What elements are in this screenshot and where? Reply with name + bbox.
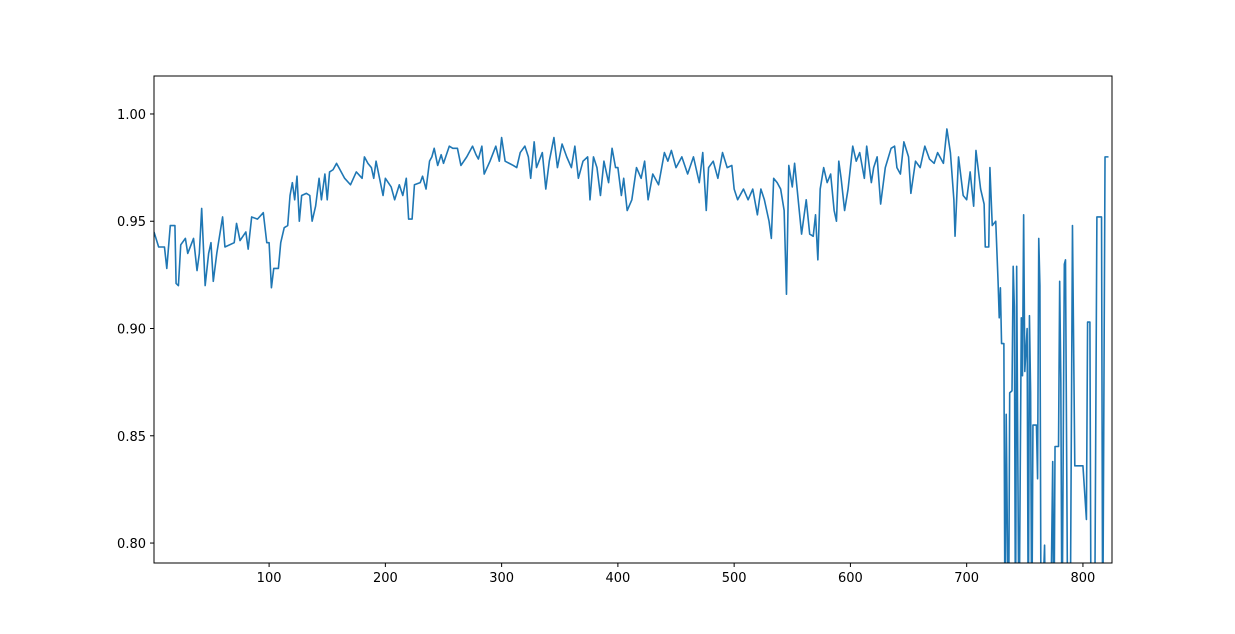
- data-line: [154, 128, 1109, 563]
- y-tick-label: 1.00: [117, 108, 146, 123]
- x-tick-label: 700: [954, 571, 979, 586]
- y-tick-label: 0.95: [117, 215, 146, 230]
- x-tick-label: 300: [489, 571, 514, 586]
- x-tick-label: 200: [373, 571, 398, 586]
- x-tick-label: 500: [722, 571, 747, 586]
- x-tick-label: 800: [1071, 571, 1096, 586]
- y-tick-label: 0.85: [117, 430, 146, 445]
- x-tick-label: 600: [838, 571, 863, 586]
- x-tick-label: 100: [257, 571, 282, 586]
- y-tick-label: 0.90: [117, 323, 146, 338]
- plot-frame: [153, 75, 1113, 564]
- y-tick-label: 0.80: [117, 537, 146, 552]
- x-tick-label: 400: [605, 571, 630, 586]
